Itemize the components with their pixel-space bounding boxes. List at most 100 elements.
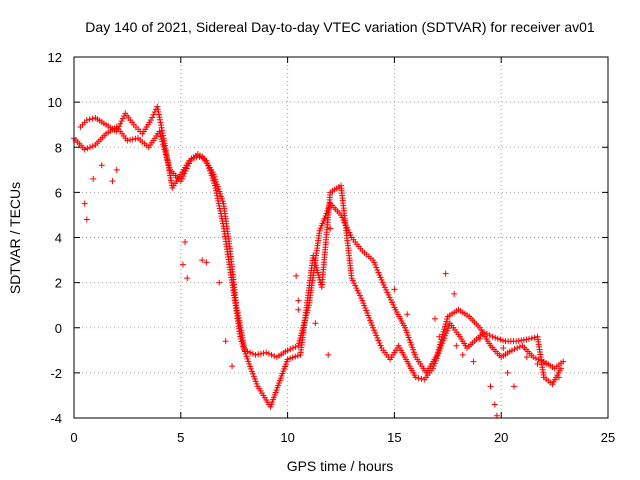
y-tick-label: 6 bbox=[55, 185, 62, 200]
data-point bbox=[127, 136, 134, 143]
data-point bbox=[440, 337, 447, 344]
data-point bbox=[247, 363, 254, 370]
data-point bbox=[146, 119, 153, 126]
data-point bbox=[514, 345, 521, 352]
data-point bbox=[355, 290, 362, 297]
data-point bbox=[381, 284, 388, 291]
data-point bbox=[558, 360, 565, 367]
data-point bbox=[430, 362, 437, 369]
chart-title: Day 140 of 2021, Sidereal Day-to-day VTE… bbox=[85, 19, 595, 35]
data-point bbox=[464, 312, 471, 319]
data-point bbox=[155, 108, 162, 115]
data-point bbox=[129, 119, 136, 126]
data-point bbox=[400, 322, 407, 329]
data-point bbox=[184, 160, 191, 167]
data-point bbox=[506, 348, 513, 355]
data-point bbox=[377, 342, 384, 349]
data-point bbox=[385, 291, 392, 298]
data-point bbox=[215, 197, 222, 204]
data-point bbox=[295, 297, 302, 304]
data-point bbox=[476, 336, 483, 343]
data-point bbox=[293, 272, 300, 279]
y-tick-label: 2 bbox=[55, 276, 62, 291]
data-point bbox=[511, 383, 518, 390]
data-point bbox=[150, 111, 157, 118]
data-point bbox=[418, 375, 425, 382]
data-point bbox=[159, 129, 166, 136]
data-point bbox=[87, 144, 94, 151]
data-point bbox=[89, 143, 96, 150]
data-point bbox=[119, 115, 126, 122]
data-point bbox=[470, 358, 477, 365]
data-point bbox=[434, 352, 441, 359]
y-tick-label: 12 bbox=[48, 50, 62, 65]
data-point bbox=[441, 323, 448, 330]
data-point bbox=[356, 292, 363, 299]
data-point bbox=[486, 332, 493, 339]
data-point bbox=[528, 352, 535, 359]
data-point bbox=[431, 360, 438, 367]
data-point bbox=[415, 375, 422, 382]
data-point bbox=[159, 127, 166, 134]
data-point bbox=[255, 351, 262, 358]
data-point bbox=[212, 185, 219, 192]
data-point bbox=[111, 127, 118, 134]
data-point bbox=[404, 311, 411, 318]
x-tick-label: 0 bbox=[70, 430, 77, 445]
data-point bbox=[312, 320, 319, 327]
data-point bbox=[292, 343, 299, 350]
data-point bbox=[222, 338, 229, 345]
data-point bbox=[98, 162, 105, 169]
data-point bbox=[229, 363, 236, 370]
data-point bbox=[263, 349, 270, 356]
data-point bbox=[216, 205, 223, 212]
data-point bbox=[251, 375, 258, 382]
data-point bbox=[211, 180, 218, 187]
data-point bbox=[213, 190, 220, 197]
data-point bbox=[228, 277, 235, 284]
data-point bbox=[248, 365, 255, 372]
data-point bbox=[203, 259, 210, 266]
data-point bbox=[292, 353, 299, 360]
data-point bbox=[373, 332, 380, 339]
data-point bbox=[182, 239, 189, 246]
data-point bbox=[100, 120, 107, 127]
x-tick-label: 15 bbox=[387, 430, 401, 445]
data-point bbox=[81, 200, 88, 207]
data-point bbox=[253, 380, 260, 387]
grid-layer bbox=[74, 57, 608, 418]
data-point bbox=[261, 394, 268, 401]
data-point bbox=[511, 346, 518, 353]
data-point bbox=[113, 166, 120, 173]
y-tick-label: 4 bbox=[55, 231, 62, 246]
data-point bbox=[371, 327, 378, 334]
data-point bbox=[216, 279, 223, 286]
data-point bbox=[83, 216, 90, 223]
data-point bbox=[156, 116, 163, 123]
x-tick-label: 25 bbox=[601, 430, 615, 445]
x-tick-label: 20 bbox=[494, 430, 508, 445]
data-point bbox=[528, 335, 535, 342]
data-point bbox=[555, 374, 562, 381]
data-point bbox=[327, 191, 334, 198]
data-point bbox=[494, 335, 501, 342]
data-point bbox=[374, 334, 381, 341]
data-point bbox=[245, 358, 252, 365]
data-point bbox=[219, 220, 226, 227]
data-point bbox=[453, 342, 460, 349]
data-point bbox=[500, 345, 507, 352]
data-point bbox=[510, 338, 517, 345]
data-point bbox=[294, 352, 301, 359]
data-point bbox=[346, 229, 353, 236]
data-point bbox=[217, 207, 224, 214]
data-point bbox=[268, 351, 275, 358]
data-point bbox=[358, 295, 365, 302]
data-point bbox=[86, 116, 93, 123]
data-point bbox=[89, 115, 96, 122]
data-point bbox=[327, 225, 334, 232]
data-point bbox=[376, 339, 383, 346]
data-point bbox=[117, 120, 124, 127]
data-point bbox=[389, 299, 396, 306]
data-point bbox=[432, 357, 439, 364]
